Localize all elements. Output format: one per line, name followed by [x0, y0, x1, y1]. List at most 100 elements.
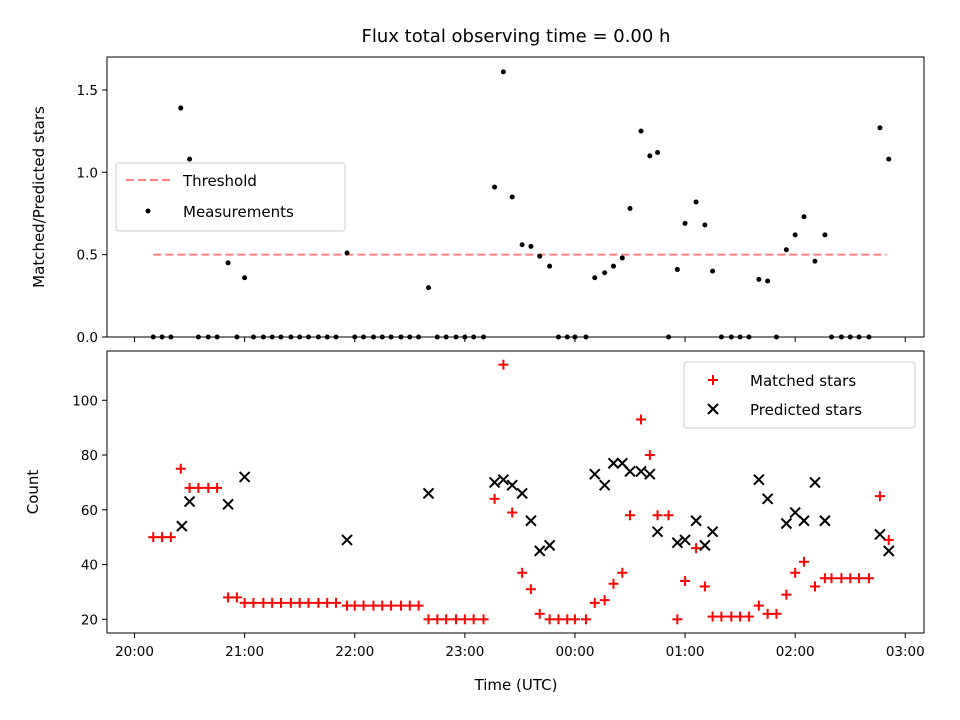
matched-star-point [377, 600, 388, 611]
bottom-y-tick-label: 40 [81, 558, 98, 574]
predicted-star-point [598, 479, 611, 491]
matched-star-point [716, 611, 727, 622]
measurement-point [702, 222, 708, 228]
predicted-star-point [690, 515, 702, 527]
matched-star-point [267, 597, 278, 608]
legend-predicted-label: Predicted stars [750, 401, 862, 419]
predicted-star-point [624, 465, 636, 478]
matched-star-point [691, 543, 702, 554]
matched-star-point [248, 597, 259, 608]
measurement-point [783, 247, 789, 253]
measurement-point [426, 285, 432, 291]
matched-star-point [507, 507, 518, 518]
measurement-point [638, 128, 644, 134]
predicted-star-point [543, 539, 556, 552]
matched-star-point [826, 573, 837, 584]
matched-star-point [423, 614, 434, 625]
measurement-point [619, 255, 625, 261]
matched-star-point [441, 614, 452, 625]
measurement-point [537, 253, 543, 259]
predicted-star-point [644, 468, 656, 480]
matched-star-point [478, 614, 489, 625]
bottom-legend: Matched stars Predicted stars [683, 361, 916, 429]
predicted-star-point [238, 471, 251, 483]
predicted-star-point [819, 515, 831, 527]
predicted-star-point [635, 465, 647, 478]
measurement-point [519, 242, 525, 248]
top-panel: 0.0 0.5 1.0 1.5 Matched/Predicted stars Thr… [30, 56, 925, 346]
matched-star-point [544, 614, 555, 625]
predicted-star-point [651, 525, 664, 538]
matched-star-point [157, 532, 168, 543]
top-y-axis-title: Matched/Predicted stars [30, 106, 48, 288]
matched-star-point [672, 614, 683, 625]
predicted-star-point [183, 495, 196, 508]
x-tick-label: 21:00 [225, 644, 264, 660]
matched-star-point [589, 597, 600, 608]
chart-title: Flux total observing time = 0.00 h [362, 26, 671, 47]
measurement-point [225, 260, 231, 266]
measurement-point [792, 232, 798, 238]
measurement-point [812, 258, 818, 264]
matched-star-point [258, 597, 269, 608]
matched-star-point [386, 600, 397, 611]
matched-star-point [534, 608, 545, 619]
measurement-point [765, 278, 771, 284]
matched-star-point [753, 600, 764, 611]
matched-star-point [459, 614, 470, 625]
top-y-tick-label: 0.5 [77, 248, 98, 264]
predicted-star-point [488, 476, 501, 489]
matched-star-point [203, 482, 214, 493]
matched-star-point [680, 575, 691, 586]
matched-star-point [468, 614, 479, 625]
predicted-star-point [699, 539, 711, 552]
matched-star-point [845, 573, 856, 584]
predicted-star-point [525, 515, 537, 527]
matched-star-point [771, 608, 782, 619]
legend-threshold-label: Threshold [182, 172, 257, 190]
matched-star-point [707, 611, 718, 622]
bottom-y-axis-title: Count [24, 470, 42, 515]
matched-star-point [184, 482, 195, 493]
matched-star-point [223, 592, 234, 603]
matched-star-point [395, 600, 406, 611]
matched-star-point [525, 584, 536, 595]
measurement-point [710, 268, 716, 274]
matched-star-point [193, 482, 204, 493]
legend-matched-label: Matched stars [750, 372, 856, 390]
matched-star-point [498, 359, 509, 370]
measurement-point [610, 263, 616, 269]
measurement-point [592, 275, 598, 281]
measurement-point [528, 243, 534, 249]
predicted-star-point [753, 473, 765, 486]
matched-star-point [743, 611, 754, 622]
bottom-y-tick-label: 100 [72, 393, 98, 409]
measurement-point [627, 206, 633, 212]
x-tick-label: 20:00 [115, 644, 154, 660]
matched-star-point [489, 493, 500, 504]
predicted-star-point [761, 493, 774, 505]
matched-star-point [165, 532, 176, 543]
measurement-point [492, 184, 498, 190]
matched-star-point [790, 567, 801, 578]
predicted-star-point [679, 534, 691, 546]
measurement-point [682, 220, 688, 226]
matched-star-point [636, 414, 647, 425]
measurement-point [187, 156, 193, 162]
matched-star-point [322, 597, 333, 608]
bottom-y-tick-label: 80 [81, 448, 98, 464]
matched-star-point [726, 611, 737, 622]
matched-star-point [854, 573, 865, 584]
matched-star-point [358, 600, 369, 611]
measurement-point [242, 275, 248, 281]
matched-star-point [798, 556, 809, 567]
matched-star-point [231, 592, 242, 603]
matched-star-point [553, 614, 564, 625]
measurement-point [178, 105, 184, 111]
matched-star-point [303, 597, 314, 608]
x-tick-label: 22:00 [335, 644, 374, 660]
legend-matched-swatch [708, 375, 718, 385]
measurement-point [500, 69, 506, 75]
matched-star-point [874, 491, 885, 502]
